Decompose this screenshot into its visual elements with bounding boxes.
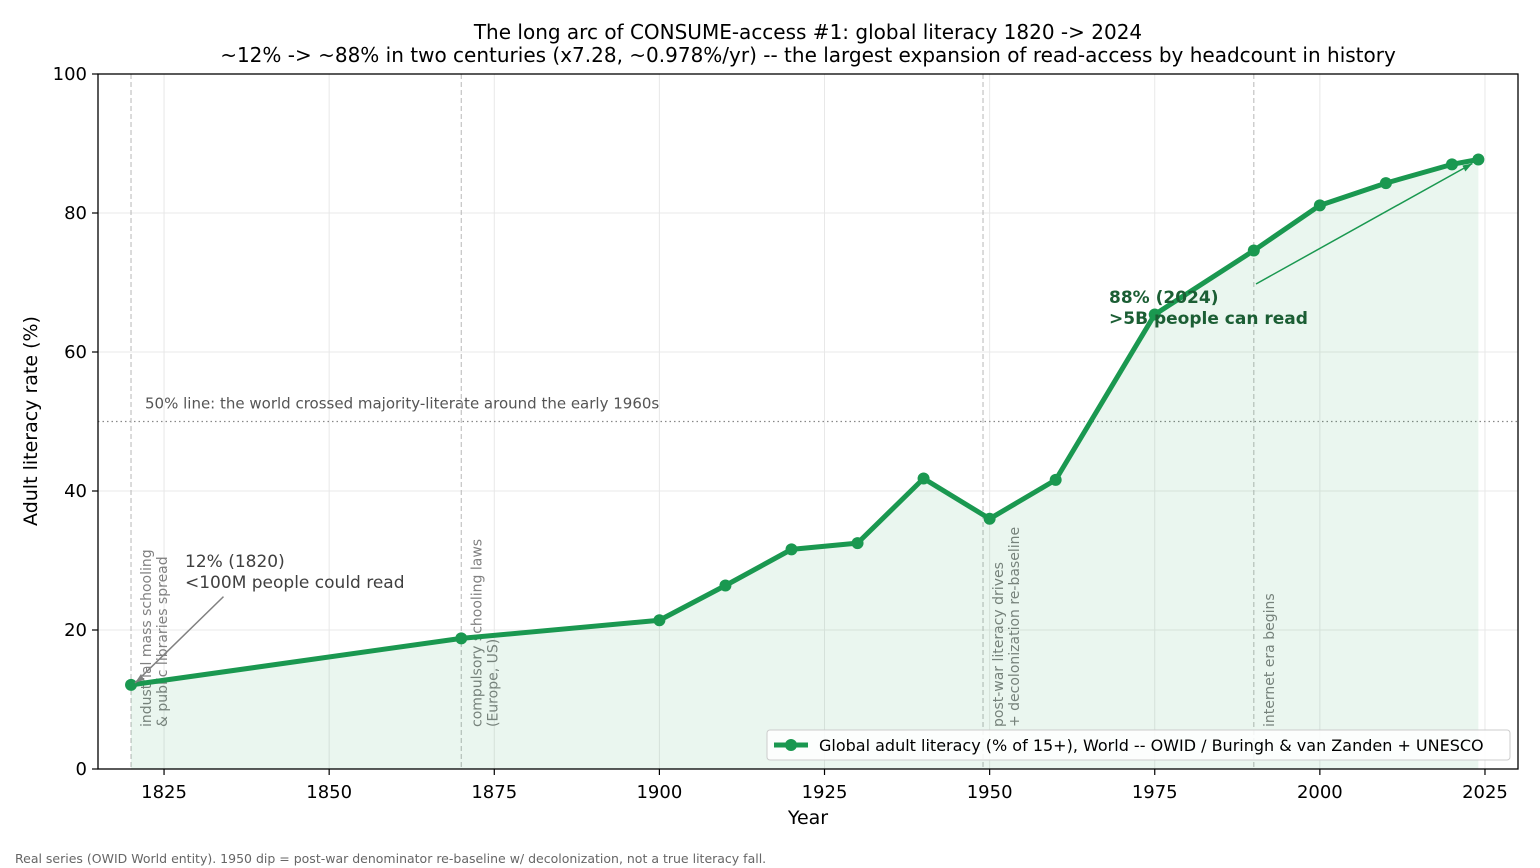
x-tick-label: 1975 [1132, 782, 1178, 803]
x-tick-label: 1850 [306, 782, 352, 803]
x-tick-label: 1825 [141, 782, 187, 803]
series-layer [125, 153, 1485, 691]
event-label: & public libraries spread [155, 556, 171, 727]
event-label: post-war literacy drives [991, 562, 1007, 727]
data-point [125, 678, 138, 691]
data-point [851, 537, 864, 550]
start-annotation-arrow [134, 596, 225, 684]
area-layer [131, 159, 1479, 770]
axes: 1825 1850 1875 1900 1925 1950 1975 2000 2025 0 20 4… [53, 64, 1519, 803]
legend-label: Global adult literacy (% of 15+), World … [819, 736, 1484, 755]
y-axis-title: Adult literacy rate (%) [20, 316, 42, 526]
start-arrow-head [135, 673, 145, 683]
x-tick-label: 2025 [1462, 782, 1508, 803]
data-point [1148, 308, 1161, 321]
data-point [1313, 199, 1326, 212]
data-point [1049, 473, 1062, 486]
data-point [455, 632, 468, 645]
event-label: + decolonization re-baseline [1007, 527, 1023, 727]
start-annotation-text: 12% (1820) [185, 552, 285, 572]
y-tick-label: 20 [64, 620, 87, 641]
y-tick-label: 0 [76, 759, 87, 780]
event-label: compulsory schooling laws [469, 539, 485, 727]
event-markers: industrial mass schooling & public librar… [130, 74, 1278, 769]
data-point [653, 614, 666, 627]
legend: Global adult literacy (% of 15+), World … [766, 729, 1511, 761]
legend-marker-swatch [785, 739, 797, 751]
footnote: Real series (OWID World entity). 1950 di… [15, 851, 766, 866]
data-point [1247, 244, 1260, 257]
data-point [785, 543, 798, 556]
fifty-percent-label: 50% line: the world crossed majority-lit… [145, 395, 659, 413]
chart-subtitle: ~12% -> ~88% in two centuries (x7.28, ~0… [220, 43, 1396, 67]
annotations: 12% (1820)<100M people could read 88% (20… [134, 162, 1473, 684]
data-point [1472, 153, 1485, 166]
legend-box [766, 729, 1511, 761]
end-annotation-text: 88% (2024) [1109, 288, 1218, 308]
x-tick-label: 1925 [802, 782, 848, 803]
end-annotation-text: >5B people can read [1109, 309, 1308, 329]
data-point [719, 579, 732, 592]
x-tick-label: 1900 [636, 782, 682, 803]
x-tick-label: 1950 [967, 782, 1013, 803]
data-point [1379, 177, 1392, 190]
data-point [1445, 158, 1458, 171]
chart-title: The long arc of CONSUME-access #1: globa… [473, 20, 1142, 44]
x-tick-label: 1875 [471, 782, 517, 803]
event-label: internet era begins [1262, 593, 1278, 727]
data-point [917, 472, 930, 485]
x-tick-label: 2000 [1297, 782, 1343, 803]
data-point [983, 512, 996, 525]
series-area-fill [131, 159, 1479, 770]
y-tick-label: 100 [53, 64, 87, 85]
end-arrow-head [1462, 163, 1473, 172]
start-annotation-text: <100M people could read [185, 573, 405, 593]
x-axis-title: Year [787, 807, 828, 829]
y-tick-label: 80 [64, 203, 87, 224]
reference-layer: 50% line: the world crossed majority-lit… [98, 395, 1518, 423]
y-tick-label: 40 [64, 481, 87, 502]
event-label: (Europe, US) [485, 639, 501, 727]
plot-frame [97, 73, 1519, 770]
y-tick-label: 60 [64, 342, 87, 363]
end-annotation-arrow [1255, 162, 1473, 285]
